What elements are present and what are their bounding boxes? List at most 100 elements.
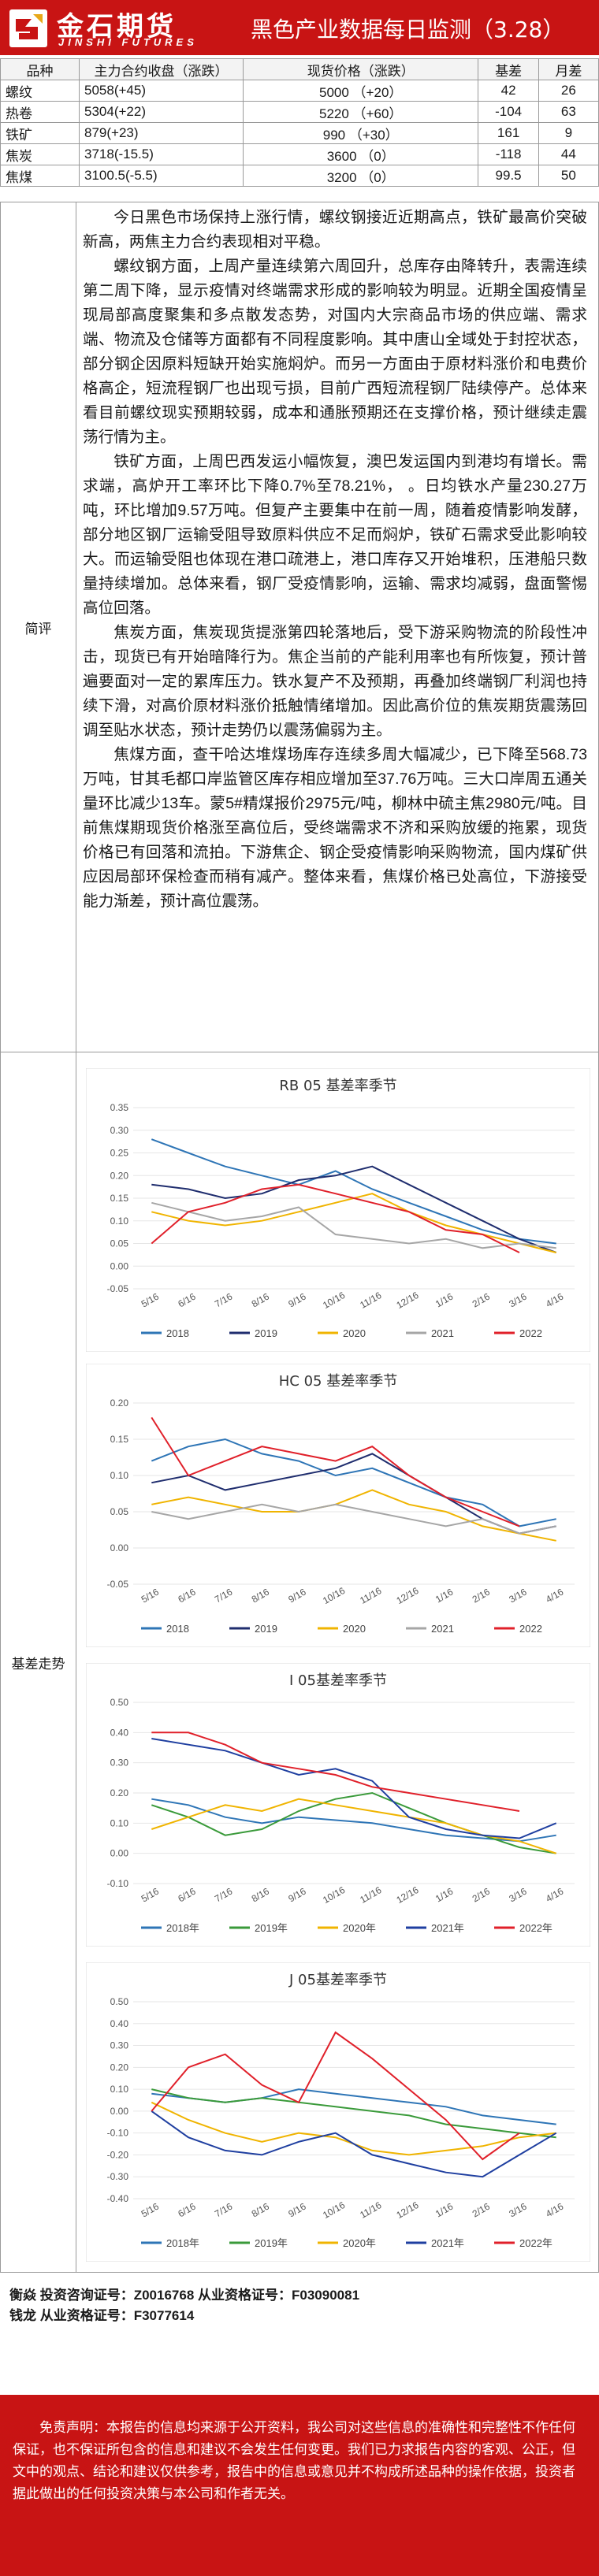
table-cell: 44 [538,143,599,165]
table-cell: 焦煤 [0,165,80,187]
legend-label: 2021 [431,1623,454,1635]
legend-label: 2021 [431,1327,454,1339]
y-tick-label: 0.20 [110,1787,129,1798]
y-tick-label: -0.05 [107,1579,129,1590]
y-tick-label: 0.50 [110,1697,129,1708]
series-line [151,1798,556,1843]
analyst-line: 衡焱 投资咨询证号：Z0016768 从业资格证号：F03090081 [9,2288,360,2303]
legend-label: 2021年 [431,1922,464,1934]
company-logo: 金石期货 JINSHI FUTURES [8,5,219,50]
legend-label: 2020年 [343,2237,376,2249]
y-tick-label: -0.10 [107,2128,129,2139]
charts-label: 基差走势 [1,1052,76,2272]
table-header: 主力合约收盘（涨跌） [79,58,244,80]
y-tick-label: -0.40 [107,2193,129,2204]
y-tick-label: 0.30 [110,2040,129,2051]
table-cell: 铁矿 [0,122,80,144]
table-cell: 3100.5(-5.5) [79,165,244,187]
legend-label: 2018年 [166,2237,199,2249]
series-line [151,1138,556,1245]
table-cell: 990 （+30） [242,122,479,144]
legend-label: 2021年 [431,2237,464,2249]
series-line [151,1732,520,1812]
table-row: 铁矿 879(+23) 990 （+30） 161 9 [0,122,599,144]
brief-paragraph: 焦炭方面，焦炭现货提涨第四轮落地后，受下游采购物流的阶段性冲击，现货已有开始暗降… [83,624,587,739]
table-cell: 879(+23) [79,122,244,144]
disclaimer: 免责声明：本报告的信息均来源于公开资料，我公司对这些信息的准确性和完整性不作任何… [0,2395,599,2576]
table-cell: 5058(+45) [79,80,244,102]
analyst-line: 钱龙 从业资格证号：F3077614 [9,2308,195,2323]
table-row: 焦炭 3718(-15.5) 3600 （0） -118 44 [0,143,599,165]
table-cell: 161 [478,122,539,144]
legend-label: 2022 [519,1327,542,1339]
table-header: 现货价格（涨跌） [242,58,479,80]
y-tick-label: 0.05 [110,1506,129,1517]
y-tick-label: 0.00 [110,1848,129,1859]
table-row: 螺纹 5058(+45) 5000 （+20） 42 26 [0,80,599,102]
chart-title: RB 05 基差率季节 [279,1078,396,1094]
table-cell: 热卷 [0,101,80,123]
logo-chinese-name: 金石期货 [57,11,177,43]
y-tick-label: 0.10 [110,1470,129,1481]
table-cell: 螺纹 [0,80,80,102]
chart-title: I 05基差率季节 [289,1672,387,1689]
table-row: 焦煤 3100.5(-5.5) 3200 （0） 99.5 50 [0,165,599,187]
table-cell: 3200 （0） [242,165,479,187]
legend-label: 2020 [343,1327,366,1339]
brief-paragraph: 今日黑色市场保持上涨行情，螺纹钢接近近期高点，铁矿最高价突破新高，两焦主力合约表… [83,209,587,251]
series-line [151,1438,556,1527]
table-cell: 99.5 [478,165,539,187]
chart-title: J 05基差率季节 [288,1972,387,1988]
hc05-basis-chart: HC 05 基差率季节0.200.150.100.050.00-0.055/16… [86,1364,590,1647]
legend-label: 2018 [166,1623,189,1635]
table-cell: 42 [478,80,539,102]
chart-title: HC 05 基差率季节 [279,1373,397,1390]
y-tick-label: -0.20 [107,2149,129,2160]
series-line [151,2031,520,2161]
table-cell: 焦炭 [0,143,80,165]
legend-label: 2022年 [519,1922,552,1934]
y-tick-label: 0.00 [110,1542,129,1553]
table-header: 月差 [538,58,599,80]
brief-paragraph: 焦煤方面，查干哈达堆煤场库存连续多周大幅减少，已下降至568.73万吨，甘其毛都… [83,746,588,910]
table-cell: -104 [478,101,539,123]
y-tick-label: -0.30 [107,2171,129,2182]
y-tick-label: 0.40 [110,1727,129,1738]
y-tick-label: 0.40 [110,2018,129,2029]
table-row: 热卷 5304(+22) 5220 （+60） -104 63 [0,101,599,123]
legend-label: 2022年 [519,2237,552,2249]
y-tick-label: 0.20 [110,1397,129,1409]
table-cell: 3600 （0） [242,143,479,165]
logo-mark-icon [9,9,47,47]
table-cell: 5220 （+60） [242,101,479,123]
series-line [151,1503,556,1535]
table-cell: 26 [538,80,599,102]
chart-frame [86,1068,590,1352]
table-header-row: 品种 主力合约收盘（涨跌） 现货价格（涨跌） 基差 月差 [0,58,599,80]
table-cell: 63 [538,101,599,123]
y-tick-label: 0.20 [110,1170,129,1181]
y-tick-label: 0.15 [110,1193,129,1204]
legend-label: 2020年 [343,1922,376,1934]
legend-label: 2019 [255,1327,277,1339]
y-tick-label: 0.00 [110,2106,129,2117]
legend-label: 2018 [166,1327,189,1339]
brief-section: 简评 今日黑色市场保持上涨行情，螺纹钢接近近期高点，铁矿最高价突破新高，两焦主力… [0,202,599,1052]
brief-paragraph: 铁矿方面，上周巴西发运小幅恢复，澳巴发运国内到港均有增长。需求端，高炉开工率环比… [83,453,587,617]
j05-basis-chart: J 05基差率季节 0.50 0.40 0.30 0.20 0.10 0.00 -0.10 -0… [86,1962,590,2262]
report-header: 金石期货 JINSHI FUTURES 黑色产业数据每日监测（3.28） [0,0,599,55]
legend-label: 2018年 [166,1922,199,1934]
series-line [151,2110,557,2178]
table-cell: 9 [538,122,599,144]
y-tick-label: -0.05 [107,1283,129,1294]
series-line [151,1489,556,1542]
y-tick-label: 0.35 [110,1102,129,1113]
series-line [151,1201,556,1249]
series-line [151,1183,520,1253]
brief-text: 今日黑色市场保持上涨行情，螺纹钢接近近期高点，铁矿最高价突破新高，两焦主力合约表… [83,206,587,914]
table-cell: 5000 （+20） [242,80,479,102]
table-header: 品种 [0,58,80,80]
legend-label: 2019年 [255,1922,288,1934]
legend-label: 2019 [255,1623,277,1635]
y-tick-label: 0.10 [110,2084,129,2095]
